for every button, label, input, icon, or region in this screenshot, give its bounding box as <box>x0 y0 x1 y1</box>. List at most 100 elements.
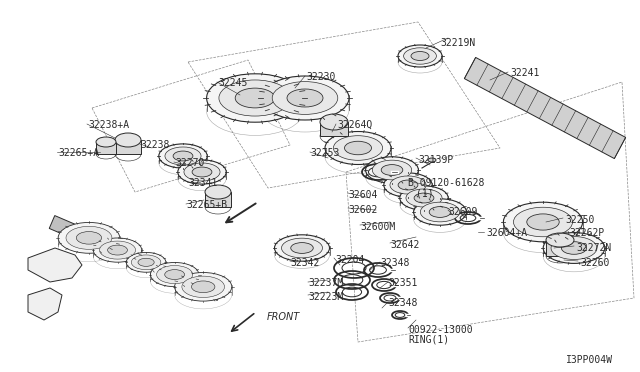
Text: 32139P: 32139P <box>418 155 453 165</box>
Polygon shape <box>465 57 626 158</box>
Text: 32230: 32230 <box>306 72 335 82</box>
Ellipse shape <box>138 258 154 266</box>
Text: 32238: 32238 <box>140 140 170 150</box>
Ellipse shape <box>414 193 434 203</box>
Text: 32342: 32342 <box>290 258 319 268</box>
Text: 32265+A: 32265+A <box>58 148 99 158</box>
Ellipse shape <box>504 202 582 242</box>
Ellipse shape <box>96 137 116 147</box>
Ellipse shape <box>561 242 587 254</box>
Ellipse shape <box>406 189 442 207</box>
Ellipse shape <box>381 164 403 176</box>
Text: I3PP004W: I3PP004W <box>566 355 613 365</box>
Text: FRONT: FRONT <box>267 312 300 322</box>
Ellipse shape <box>108 245 127 255</box>
Polygon shape <box>96 142 116 154</box>
Text: 32642: 32642 <box>390 240 419 250</box>
Ellipse shape <box>333 136 383 160</box>
Text: RING(1): RING(1) <box>408 335 449 345</box>
Ellipse shape <box>66 226 112 249</box>
Ellipse shape <box>93 238 141 262</box>
Polygon shape <box>115 140 141 154</box>
Ellipse shape <box>372 160 412 180</box>
Ellipse shape <box>384 173 432 197</box>
Ellipse shape <box>420 202 460 222</box>
Ellipse shape <box>150 263 199 287</box>
Ellipse shape <box>272 81 338 115</box>
Text: 32241: 32241 <box>510 68 540 78</box>
Ellipse shape <box>404 48 436 64</box>
Ellipse shape <box>287 89 323 107</box>
Text: 32264Q: 32264Q <box>337 120 372 130</box>
Ellipse shape <box>99 241 136 259</box>
Ellipse shape <box>400 186 448 210</box>
Ellipse shape <box>157 266 193 283</box>
Ellipse shape <box>325 131 391 164</box>
Text: 32351: 32351 <box>388 278 417 288</box>
Ellipse shape <box>219 80 291 116</box>
Ellipse shape <box>390 176 426 194</box>
Ellipse shape <box>191 281 215 293</box>
Ellipse shape <box>543 232 605 263</box>
Text: 32219N: 32219N <box>440 38 476 48</box>
Ellipse shape <box>429 206 451 217</box>
Text: 32341: 32341 <box>188 178 218 188</box>
Text: 32262P: 32262P <box>569 228 604 238</box>
Ellipse shape <box>192 167 212 177</box>
Ellipse shape <box>184 163 220 181</box>
Polygon shape <box>546 240 574 256</box>
Text: 32204: 32204 <box>335 255 364 265</box>
Ellipse shape <box>175 273 232 301</box>
Ellipse shape <box>182 276 225 298</box>
Text: 32250: 32250 <box>565 215 595 225</box>
Ellipse shape <box>344 141 371 155</box>
Text: 32602: 32602 <box>348 205 378 215</box>
Polygon shape <box>320 122 348 136</box>
Ellipse shape <box>282 238 323 258</box>
Ellipse shape <box>320 114 348 130</box>
Ellipse shape <box>205 185 231 199</box>
Text: (1): (1) <box>416 188 434 198</box>
Text: 32238+A: 32238+A <box>88 120 129 130</box>
Ellipse shape <box>115 133 141 147</box>
Text: 32600M: 32600M <box>360 222 396 232</box>
Ellipse shape <box>261 76 349 120</box>
Text: 32348: 32348 <box>388 298 417 308</box>
Text: 32237M: 32237M <box>308 278 343 288</box>
Text: 32223M: 32223M <box>308 292 343 302</box>
Text: 32265+B: 32265+B <box>186 200 227 210</box>
Ellipse shape <box>398 180 418 190</box>
Ellipse shape <box>173 151 193 161</box>
Ellipse shape <box>236 88 275 108</box>
Ellipse shape <box>58 222 120 253</box>
Ellipse shape <box>159 144 207 168</box>
Ellipse shape <box>131 255 161 270</box>
Ellipse shape <box>275 235 330 261</box>
Ellipse shape <box>398 45 442 67</box>
Polygon shape <box>28 248 82 282</box>
Ellipse shape <box>164 270 184 279</box>
Ellipse shape <box>428 158 436 162</box>
Text: 32270: 32270 <box>175 158 204 168</box>
Ellipse shape <box>546 233 574 247</box>
Text: 32272N: 32272N <box>576 243 611 253</box>
Text: 00922-13000: 00922-13000 <box>408 325 472 335</box>
Polygon shape <box>28 288 62 320</box>
Ellipse shape <box>527 214 559 230</box>
Ellipse shape <box>413 199 467 225</box>
Text: 32604: 32604 <box>348 190 378 200</box>
Ellipse shape <box>551 237 597 260</box>
Text: 32348: 32348 <box>380 258 410 268</box>
Text: 32245: 32245 <box>218 78 248 88</box>
Ellipse shape <box>365 157 419 183</box>
Text: 32253: 32253 <box>310 148 339 158</box>
Polygon shape <box>205 192 231 207</box>
Ellipse shape <box>291 243 313 253</box>
Ellipse shape <box>411 51 429 61</box>
Ellipse shape <box>207 74 303 122</box>
Text: 32260: 32260 <box>580 258 609 268</box>
Ellipse shape <box>513 207 573 237</box>
Ellipse shape <box>126 253 166 272</box>
Ellipse shape <box>76 231 102 244</box>
Ellipse shape <box>178 160 226 184</box>
